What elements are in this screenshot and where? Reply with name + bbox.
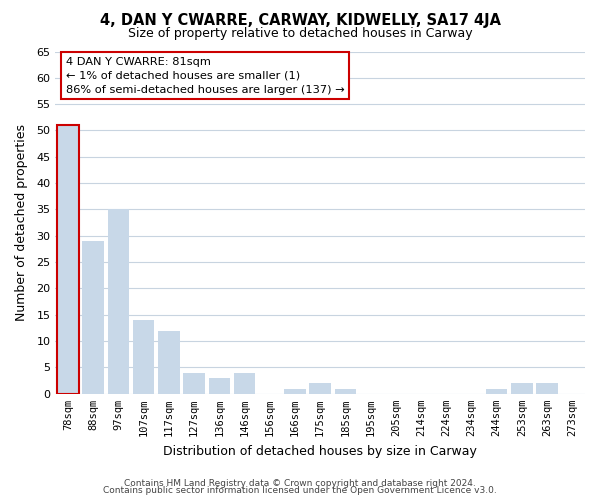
Text: 4, DAN Y CWARRE, CARWAY, KIDWELLY, SA17 4JA: 4, DAN Y CWARRE, CARWAY, KIDWELLY, SA17 … xyxy=(100,12,500,28)
Text: 4 DAN Y CWARRE: 81sqm
← 1% of detached houses are smaller (1)
86% of semi-detach: 4 DAN Y CWARRE: 81sqm ← 1% of detached h… xyxy=(66,56,344,94)
Bar xyxy=(310,384,331,394)
Bar xyxy=(107,210,129,394)
Bar xyxy=(234,372,255,394)
X-axis label: Distribution of detached houses by size in Carway: Distribution of detached houses by size … xyxy=(163,444,477,458)
Y-axis label: Number of detached properties: Number of detached properties xyxy=(15,124,28,321)
Bar xyxy=(158,330,179,394)
Text: Contains HM Land Registry data © Crown copyright and database right 2024.: Contains HM Land Registry data © Crown c… xyxy=(124,478,476,488)
Text: Size of property relative to detached houses in Carway: Size of property relative to detached ho… xyxy=(128,28,472,40)
Bar xyxy=(335,388,356,394)
Bar xyxy=(209,378,230,394)
Bar xyxy=(82,241,104,394)
Bar xyxy=(57,125,79,394)
Text: Contains public sector information licensed under the Open Government Licence v3: Contains public sector information licen… xyxy=(103,486,497,495)
Bar xyxy=(284,388,305,394)
Bar xyxy=(536,384,558,394)
Bar xyxy=(486,388,508,394)
Bar xyxy=(184,372,205,394)
Bar xyxy=(133,320,154,394)
Bar xyxy=(511,384,533,394)
